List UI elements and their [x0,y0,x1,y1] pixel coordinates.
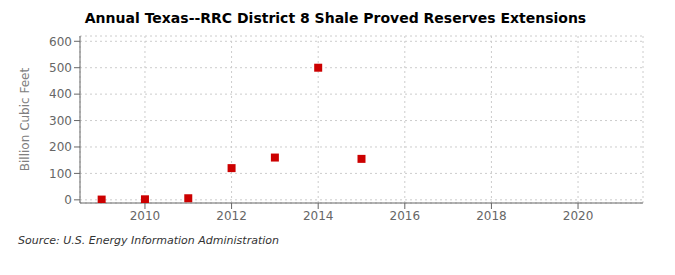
svg-text:2014: 2014 [303,209,334,223]
svg-text:400: 400 [49,87,72,101]
svg-text:2010: 2010 [130,209,161,223]
svg-text:2020: 2020 [563,209,594,223]
svg-text:100: 100 [49,167,72,181]
html-text:Annual Texas--RRC District 8 S: Annual Texas--RRC District 8 Shale Prove… [84,10,587,26]
svg-text:300: 300 [49,114,72,128]
svg-text:2018: 2018 [476,209,507,223]
svg-text:200: 200 [49,140,72,154]
svg-text:0: 0 [64,193,72,207]
svg-text:500: 500 [49,61,72,75]
svg-text:600: 600 [49,35,72,49]
svg-text:2016: 2016 [390,209,421,223]
html-text:Source: U.S. Energy Informatio: Source: U.S. Energy Information Administ… [18,234,279,247]
svg-text:Billion Cubic Feet: Billion Cubic Feet [18,68,32,172]
svg-text:2012: 2012 [216,209,247,223]
